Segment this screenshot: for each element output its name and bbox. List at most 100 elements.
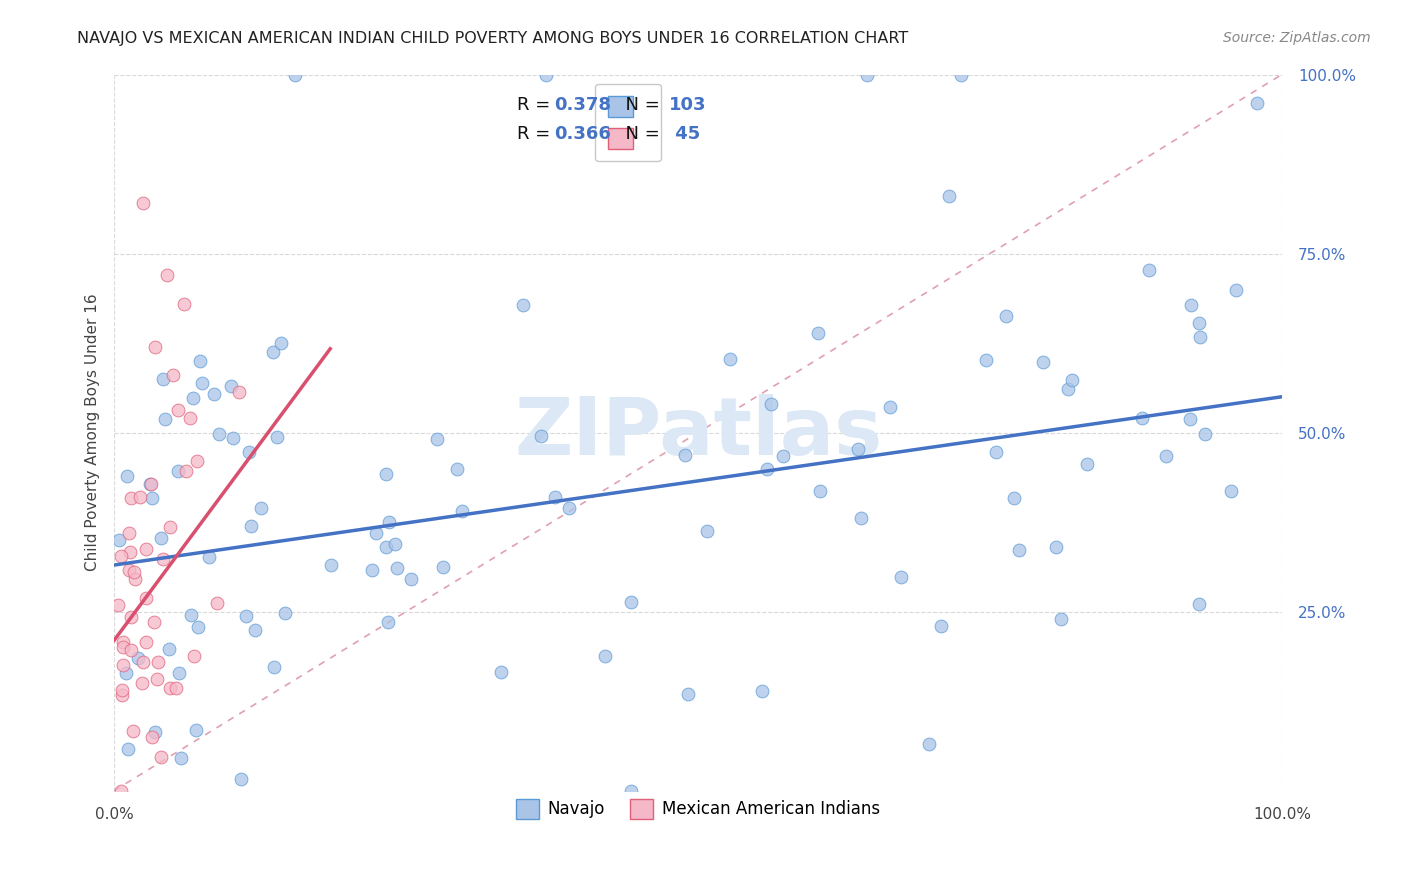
Point	[179, 411, 201, 425]
Point	[127, 651, 149, 665]
Point	[846, 442, 869, 456]
Text: R =: R =	[517, 125, 555, 143]
Point	[1076, 457, 1098, 471]
Point	[761, 396, 783, 410]
Point	[222, 431, 245, 445]
Point	[184, 723, 207, 738]
Point	[1137, 263, 1160, 277]
Point	[132, 655, 155, 669]
Text: N =: N =	[614, 96, 665, 114]
Point	[143, 725, 166, 739]
Point	[180, 608, 202, 623]
Point	[110, 549, 132, 564]
Point	[143, 340, 166, 354]
Point	[384, 536, 406, 550]
Point	[530, 429, 553, 443]
Point	[120, 491, 142, 505]
Point	[183, 391, 205, 405]
Point	[377, 615, 399, 630]
Text: N =: N =	[614, 125, 665, 143]
Point	[122, 565, 145, 579]
Point	[157, 641, 180, 656]
Point	[228, 384, 250, 399]
Point	[364, 526, 387, 541]
Text: 0.378: 0.378	[554, 96, 612, 114]
Point	[432, 560, 454, 574]
Point	[186, 454, 208, 468]
Point	[1132, 410, 1154, 425]
Point	[263, 660, 285, 674]
Point	[243, 623, 266, 637]
Point	[111, 682, 134, 697]
Point	[117, 742, 139, 756]
Point	[204, 387, 226, 401]
Point	[169, 666, 191, 681]
Point	[156, 268, 179, 282]
Point	[205, 596, 228, 610]
Point	[146, 655, 169, 669]
Text: R =: R =	[517, 96, 555, 114]
Point	[1156, 449, 1178, 463]
Point	[949, 68, 972, 82]
Point	[159, 520, 181, 534]
Point	[150, 531, 173, 545]
Point	[720, 351, 742, 366]
Point	[270, 336, 292, 351]
Point	[593, 648, 616, 663]
Point	[118, 525, 141, 540]
Point	[849, 510, 872, 524]
Point	[120, 643, 142, 657]
Point	[111, 688, 134, 702]
Point	[162, 368, 184, 383]
Point	[159, 681, 181, 696]
Point	[489, 665, 512, 680]
Text: ZIPatlas: ZIPatlas	[515, 393, 882, 472]
Point	[135, 542, 157, 557]
Point	[1050, 612, 1073, 626]
Point	[544, 491, 567, 505]
Text: 45: 45	[669, 125, 700, 143]
Point	[974, 352, 997, 367]
Point	[446, 462, 468, 476]
Point	[1056, 382, 1078, 396]
Point	[1060, 373, 1083, 387]
Y-axis label: Child Poverty Among Boys Under 16: Child Poverty Among Boys Under 16	[86, 293, 100, 572]
Point	[994, 310, 1017, 324]
Point	[1188, 316, 1211, 330]
Point	[131, 676, 153, 690]
Point	[152, 372, 174, 386]
Point	[807, 326, 830, 340]
Point	[1220, 483, 1243, 498]
Point	[128, 490, 150, 504]
Point	[1188, 597, 1211, 611]
Point	[139, 477, 162, 491]
Point	[1189, 330, 1212, 344]
Point	[124, 572, 146, 586]
Point	[141, 491, 163, 505]
Point	[238, 444, 260, 458]
Point	[153, 412, 176, 426]
Point	[111, 657, 134, 672]
Point	[143, 615, 166, 630]
Point	[1194, 426, 1216, 441]
Point	[145, 672, 167, 686]
Point	[929, 619, 952, 633]
Point	[112, 635, 135, 649]
Point	[173, 296, 195, 310]
Point	[512, 298, 534, 312]
Point	[118, 563, 141, 577]
Point	[197, 549, 219, 564]
Point	[167, 464, 190, 478]
Point	[190, 376, 212, 391]
Point	[401, 572, 423, 586]
Point	[808, 484, 831, 499]
Point	[385, 561, 408, 575]
Point	[112, 640, 135, 655]
Text: 103: 103	[669, 96, 706, 114]
Point	[375, 467, 398, 481]
Point	[755, 462, 778, 476]
Point	[208, 426, 231, 441]
Point	[135, 635, 157, 649]
Point	[110, 783, 132, 797]
Point	[536, 68, 558, 82]
